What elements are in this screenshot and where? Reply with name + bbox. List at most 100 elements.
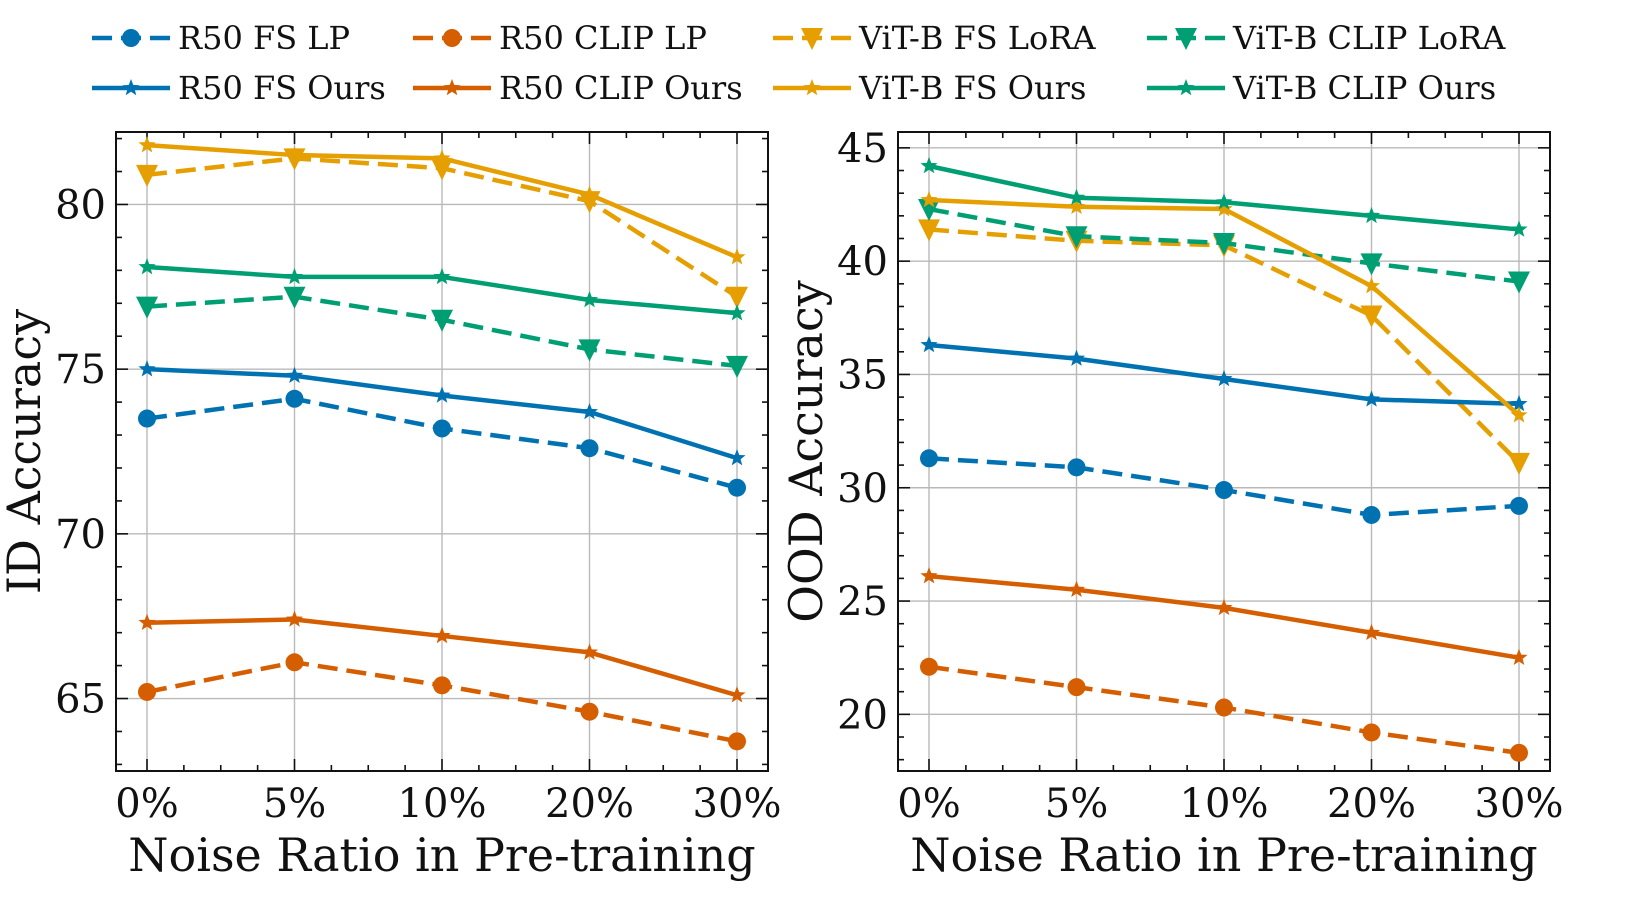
data-point bbox=[285, 653, 304, 672]
y-tick-label: 30 bbox=[837, 466, 888, 512]
series-vit-b-fs-ours bbox=[920, 190, 1528, 423]
data-point bbox=[1510, 743, 1528, 762]
data-point bbox=[580, 702, 599, 721]
legend-item-r50-clip-ours: R50 CLIP Ours bbox=[413, 69, 743, 107]
y-tick-label: 20 bbox=[837, 692, 888, 738]
legend-swatch-marker bbox=[443, 29, 461, 47]
series-group bbox=[136, 136, 748, 751]
data-point bbox=[1215, 598, 1233, 616]
legend-label: R50 FS LP bbox=[178, 19, 350, 57]
data-point bbox=[1065, 226, 1088, 249]
legend-item-vit-b-fs-lora: ViT-B FS LoRA bbox=[773, 19, 1096, 57]
data-point bbox=[728, 304, 746, 321]
legend-label: R50 CLIP Ours bbox=[499, 69, 743, 107]
legend-item-vit-b-clip-ours: ViT-B CLIP Ours bbox=[1147, 69, 1496, 107]
x-tick-label: 0% bbox=[897, 781, 960, 827]
data-point bbox=[580, 290, 599, 308]
legend: R50 FS LP R50 CLIP LP ViT-B FS LoRA ViT-B C… bbox=[92, 19, 1506, 107]
data-point bbox=[1360, 305, 1383, 328]
data-point bbox=[283, 286, 306, 309]
legend-label: ViT-B FS LoRA bbox=[858, 19, 1096, 57]
data-point bbox=[433, 419, 451, 438]
data-point bbox=[728, 686, 746, 703]
plot-frame bbox=[897, 131, 1551, 772]
data-point bbox=[433, 149, 451, 166]
data-point bbox=[138, 613, 156, 631]
x-tick-label: 5% bbox=[1045, 781, 1108, 827]
data-point bbox=[1067, 197, 1086, 215]
series-vit-b-clip-lora bbox=[918, 199, 1530, 294]
data-point bbox=[1362, 723, 1381, 742]
data-point bbox=[580, 439, 599, 458]
data-point bbox=[433, 626, 451, 644]
data-point bbox=[726, 355, 748, 378]
legend-item-r50-clip-lp: R50 CLIP LP bbox=[413, 19, 707, 57]
data-point bbox=[578, 339, 601, 362]
data-point bbox=[431, 309, 453, 332]
data-point bbox=[1510, 648, 1528, 665]
tick-labels: 0% 5% 10% 20% 30% 65 70 75 80 bbox=[55, 182, 781, 827]
data-point bbox=[285, 389, 304, 408]
x-tick-label: 10% bbox=[398, 781, 487, 827]
data-point bbox=[1215, 481, 1233, 500]
data-point bbox=[1510, 496, 1528, 515]
legend-item-r50-fs-lp: R50 FS LP bbox=[92, 19, 350, 57]
data-point bbox=[138, 360, 156, 377]
series-r50-fs-lp bbox=[920, 449, 1528, 524]
series-group bbox=[918, 156, 1530, 762]
series-r50-fs-ours bbox=[920, 336, 1528, 412]
data-point bbox=[1067, 458, 1086, 477]
data-point bbox=[1360, 253, 1383, 276]
x-axis-title: Noise Ratio in Pre-training bbox=[910, 828, 1537, 882]
legend-label: ViT-B FS Ours bbox=[858, 69, 1086, 107]
y-tick-label: 75 bbox=[55, 347, 106, 393]
legend-label: R50 CLIP LP bbox=[499, 19, 707, 57]
tick-labels: 0% 5% 10% 20% 30% 20 25 30 35 40 45 bbox=[837, 126, 1563, 827]
data-point bbox=[1510, 220, 1528, 237]
series-vit-b-clip-ours bbox=[920, 156, 1528, 237]
data-point bbox=[431, 158, 453, 181]
data-point bbox=[728, 248, 746, 265]
y-axis-title: ID Accuracy bbox=[0, 309, 51, 594]
x-tick-label: 30% bbox=[1475, 781, 1564, 827]
data-point bbox=[1215, 193, 1233, 210]
data-point bbox=[920, 156, 938, 174]
x-tick-label: 20% bbox=[545, 781, 634, 827]
data-point bbox=[1508, 452, 1530, 475]
data-point bbox=[918, 219, 940, 242]
data-point bbox=[136, 296, 158, 319]
ood-accuracy-chart: 0% 5% 10% 20% 30% 20 25 30 35 40 45 Noise Ratio in … bbox=[779, 126, 1563, 882]
x-tick-label: 20% bbox=[1327, 781, 1416, 827]
data-point bbox=[728, 449, 746, 466]
legend-label: ViT-B CLIP LoRA bbox=[1232, 19, 1506, 57]
legend-item-r50-fs-ours: R50 FS Ours bbox=[92, 69, 386, 107]
data-point bbox=[920, 449, 938, 468]
data-point bbox=[1508, 271, 1530, 294]
data-point bbox=[1362, 390, 1381, 407]
data-point bbox=[285, 610, 304, 627]
data-point bbox=[918, 199, 940, 222]
data-point bbox=[580, 185, 599, 202]
series-vit-b-clip-ours bbox=[138, 258, 746, 321]
data-point bbox=[1362, 277, 1381, 294]
legend-swatch-marker bbox=[443, 79, 461, 96]
series-r50-fs-ours bbox=[138, 360, 746, 466]
data-point bbox=[1067, 580, 1086, 597]
x-tick-label: 10% bbox=[1180, 781, 1269, 827]
series-r50-clip-lp bbox=[138, 653, 746, 751]
data-point bbox=[728, 732, 746, 751]
legend-swatch-marker bbox=[122, 29, 140, 47]
series-vit-b-clip-lora bbox=[136, 286, 748, 378]
data-point bbox=[433, 386, 451, 403]
data-point bbox=[728, 478, 746, 497]
y-tick-label: 65 bbox=[55, 677, 106, 723]
x-tick-label: 5% bbox=[263, 781, 326, 827]
y-tick-label: 80 bbox=[55, 182, 106, 228]
data-point bbox=[726, 286, 748, 309]
y-tick-label: 35 bbox=[837, 352, 888, 398]
series-r50-clip-ours bbox=[138, 610, 746, 703]
legend-label: ViT-B CLIP Ours bbox=[1232, 69, 1496, 107]
data-point bbox=[1510, 394, 1528, 412]
